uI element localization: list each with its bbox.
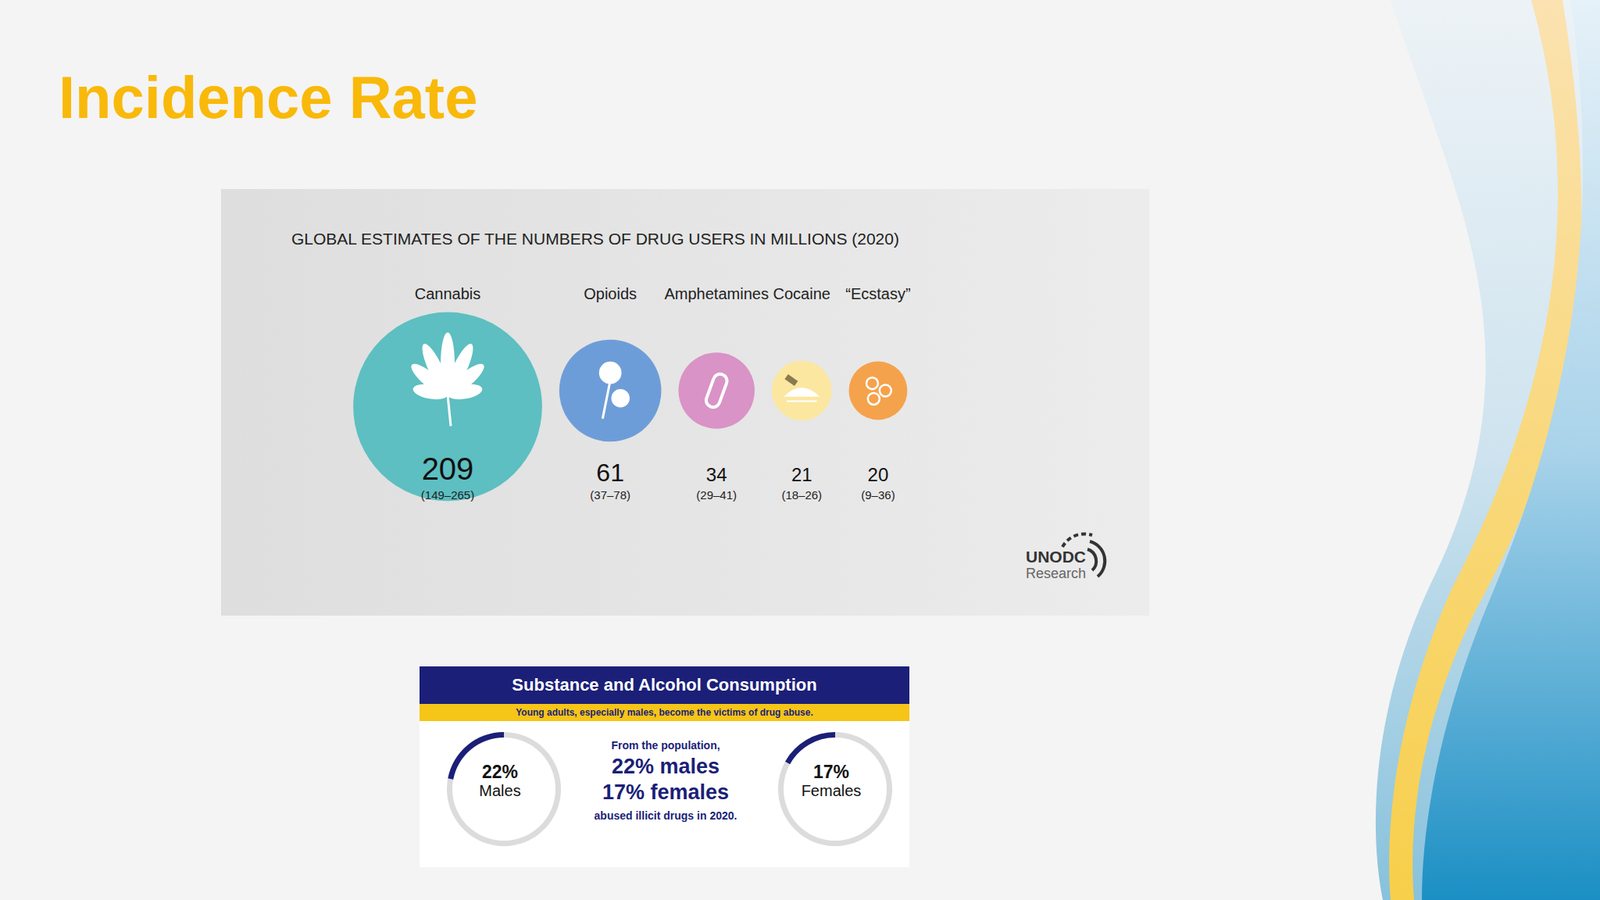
html-text:abused illicit drugs in 2020.: abused illicit drugs in 2020. <box>594 809 738 822</box>
svg-text:(9–36): (9–36) <box>860 488 895 502</box>
html-text:17% females: 17% females <box>602 780 729 804</box>
svg-text:GLOBAL ESTIMATES OF THE NUMBER: GLOBAL ESTIMATES OF THE NUMBERS OF DRUG … <box>291 229 900 248</box>
html-text:Females: Females <box>801 782 862 800</box>
html-text:Substance and Alcohol Consumpt: Substance and Alcohol Consumption <box>511 675 817 695</box>
svg-text:(29–41): (29–41) <box>696 488 737 502</box>
svg-text:Cocaine: Cocaine <box>773 285 831 303</box>
html-text:Incidence Rate: Incidence Rate <box>58 64 478 131</box>
svg-text:Research: Research <box>1025 565 1086 582</box>
svg-text:Opioids: Opioids <box>583 285 637 303</box>
html-text:22%: 22% <box>482 761 518 783</box>
html-text:22% males: 22% males <box>611 754 720 779</box>
html-text:Young adults, especially males: Young adults, especially males, become t… <box>515 707 814 718</box>
svg-text:Amphetamines: Amphetamines <box>664 285 768 303</box>
svg-text:(37–78): (37–78) <box>589 488 631 502</box>
svg-text:21: 21 <box>791 464 813 486</box>
html-text:From the population,: From the population, <box>611 739 720 752</box>
html-text:Males: Males <box>479 782 521 800</box>
html-text:17%: 17% <box>813 761 850 783</box>
svg-text:61: 61 <box>596 458 625 487</box>
svg-text:Cannabis: Cannabis <box>414 285 482 303</box>
svg-text:(18–26): (18–26) <box>781 488 822 502</box>
svg-text:20: 20 <box>867 464 890 486</box>
svg-text:34: 34 <box>706 464 728 486</box>
svg-text:(149–265): (149–265) <box>421 488 475 502</box>
svg-text:UNODC: UNODC <box>1025 547 1086 566</box>
svg-text:209: 209 <box>421 451 475 486</box>
svg-text:“Ecstasy”: “Ecstasy” <box>845 285 911 303</box>
